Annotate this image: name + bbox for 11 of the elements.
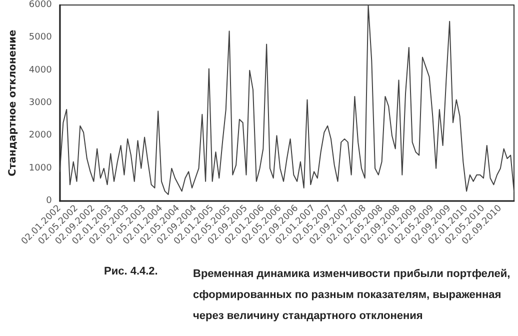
y-tick-label: 1000 [28,163,52,174]
y-axis-title: Стандартное отклонение [8,29,18,176]
y-tick-label: 3000 [28,98,52,108]
y-tick-label: 6000 [28,0,52,10]
y-tick-label: 2000 [28,130,52,141]
text: Временная динамика изменчивости прибыли портфелей, сформированных по разным показателям, выраженная через величину стандартного отклонения [193,267,512,324]
y-tick-label: 5000 [28,32,52,43]
text: Рис. 4.4.2. [104,266,158,278]
line-series [59,4,514,195]
y-tick-label: 4000 [28,65,52,76]
y-tick-label: 0 [46,196,52,206]
